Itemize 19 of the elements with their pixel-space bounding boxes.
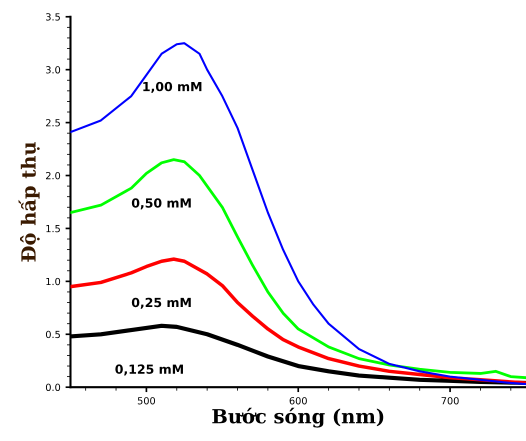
- line-series: [70, 42, 526, 386]
- series-label: 0,50 mM: [132, 198, 191, 210]
- y-tick-label: 0.5: [46, 330, 60, 338]
- y-tick-label: 1.0: [46, 278, 60, 286]
- x-tick-label: 500: [138, 397, 156, 404]
- series-label: 1,00 mM: [143, 82, 202, 93]
- series-label: 0,25 mM: [132, 298, 191, 309]
- y-tick-label: 0.0: [46, 384, 60, 392]
- x-axis-title: Bước sóng (nm): [212, 408, 384, 428]
- text: 0,125 mM: [115, 364, 183, 376]
- line-series: [70, 158, 526, 380]
- y-tick-label: 3.0: [46, 66, 60, 74]
- x-tick-label: 700: [442, 397, 459, 404]
- y-tick-label: 1.5: [46, 225, 60, 232]
- y-tick-label: 2.5: [46, 119, 60, 126]
- y-axis-title: Độ hấp thụ: [18, 142, 40, 262]
- y-tick-label: 3.5: [46, 13, 60, 21]
- y-tick-label: 2.0: [46, 172, 60, 180]
- x-tick-label: 600: [290, 397, 307, 404]
